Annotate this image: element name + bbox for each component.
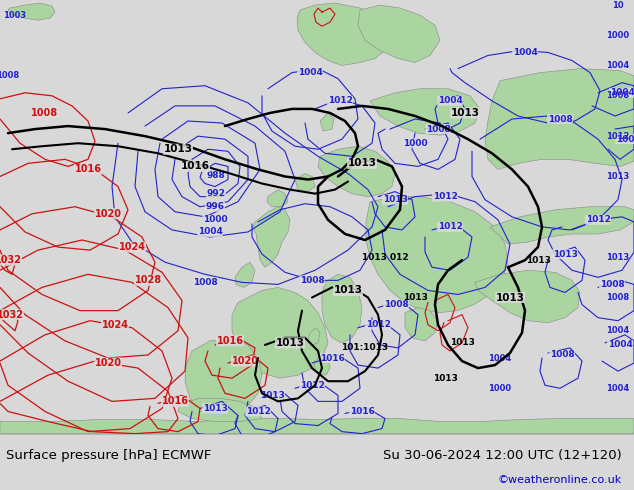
Text: 1000: 1000	[488, 384, 512, 393]
Text: Su 30-06-2024 12:00 UTC (12+120): Su 30-06-2024 12:00 UTC (12+120)	[382, 448, 621, 462]
Text: 1000: 1000	[607, 31, 630, 40]
Text: 1013: 1013	[347, 158, 377, 169]
Polygon shape	[322, 274, 362, 343]
Text: 1013: 1013	[606, 172, 630, 181]
Polygon shape	[370, 89, 480, 135]
Text: 1013: 1013	[496, 293, 524, 302]
Text: 1012: 1012	[299, 381, 325, 390]
Text: 1016: 1016	[216, 336, 243, 346]
Text: 1016: 1016	[162, 396, 188, 406]
Text: 1013: 1013	[526, 256, 550, 265]
Text: 1032: 1032	[0, 255, 22, 265]
Text: 1013: 1013	[276, 338, 304, 348]
Text: 1000: 1000	[203, 215, 228, 224]
Text: 1004: 1004	[297, 68, 323, 77]
Polygon shape	[308, 328, 320, 345]
Text: 1004: 1004	[198, 227, 223, 237]
Text: 1008: 1008	[32, 108, 58, 118]
Text: 1013: 1013	[450, 339, 474, 347]
Text: 1013: 1013	[333, 286, 363, 295]
Text: 1020: 1020	[94, 358, 122, 368]
Text: 1020: 1020	[231, 356, 259, 366]
Polygon shape	[475, 270, 580, 323]
Polygon shape	[366, 196, 508, 313]
Text: 10: 10	[612, 0, 624, 9]
Text: 1012: 1012	[245, 407, 271, 416]
Polygon shape	[314, 355, 330, 375]
Text: 101:1013: 101:1013	[342, 343, 389, 352]
Text: 1004: 1004	[437, 97, 462, 105]
Text: 1004: 1004	[512, 48, 538, 57]
Polygon shape	[485, 69, 634, 170]
Polygon shape	[320, 113, 334, 131]
Text: 1008: 1008	[425, 124, 450, 134]
Text: 1004: 1004	[606, 61, 630, 70]
Text: 1012: 1012	[366, 320, 391, 329]
Text: 1000: 1000	[616, 135, 634, 144]
Text: 1000: 1000	[403, 139, 427, 147]
Text: 1004: 1004	[607, 341, 633, 349]
Polygon shape	[8, 3, 55, 20]
Text: 1016: 1016	[320, 353, 344, 363]
Text: 1008: 1008	[607, 91, 630, 100]
Text: 1004: 1004	[606, 326, 630, 335]
Polygon shape	[267, 190, 288, 207]
Text: 1004: 1004	[606, 384, 630, 393]
Polygon shape	[0, 418, 634, 434]
Polygon shape	[253, 207, 290, 267]
Text: 1013: 1013	[259, 391, 285, 400]
Polygon shape	[358, 5, 440, 63]
Text: 1008: 1008	[384, 300, 408, 309]
Text: 1024: 1024	[119, 242, 145, 252]
Text: 1013 012: 1013 012	[361, 253, 408, 262]
Polygon shape	[490, 207, 634, 244]
Text: 1016: 1016	[181, 161, 209, 172]
Text: 988: 988	[207, 171, 226, 180]
Text: 1024: 1024	[101, 320, 129, 330]
Text: 1016: 1016	[75, 165, 101, 174]
Text: 1008: 1008	[0, 71, 20, 80]
Text: 1013: 1013	[451, 108, 479, 118]
Text: 992: 992	[207, 189, 226, 198]
Text: 1008: 1008	[550, 350, 574, 360]
Polygon shape	[178, 398, 262, 421]
Text: 1013: 1013	[382, 195, 408, 204]
Text: 1003: 1003	[3, 11, 27, 20]
Text: 1012: 1012	[606, 132, 630, 141]
Text: 1008: 1008	[600, 280, 624, 289]
Text: 1012: 1012	[328, 97, 353, 105]
Polygon shape	[235, 262, 255, 288]
Polygon shape	[295, 173, 315, 192]
Text: 1012: 1012	[437, 222, 462, 231]
Text: 1013: 1013	[606, 253, 630, 262]
Text: 1032: 1032	[0, 310, 23, 319]
Text: 1004: 1004	[488, 353, 512, 363]
Text: 1013: 1013	[202, 404, 228, 413]
Polygon shape	[185, 338, 262, 414]
Text: 1012: 1012	[432, 192, 458, 201]
Text: 1012: 1012	[586, 215, 611, 224]
Text: 1008: 1008	[300, 276, 325, 285]
Text: 996: 996	[205, 202, 224, 211]
Text: 1008: 1008	[193, 278, 217, 287]
Text: 1004: 1004	[609, 88, 634, 98]
Text: 1008: 1008	[607, 293, 630, 302]
Text: 1013: 1013	[164, 144, 193, 154]
Text: 1013: 1013	[432, 374, 458, 383]
Text: Surface pressure [hPa] ECMWF: Surface pressure [hPa] ECMWF	[6, 448, 212, 462]
Polygon shape	[297, 3, 395, 66]
Polygon shape	[405, 308, 438, 341]
Text: 1020: 1020	[94, 209, 122, 219]
Text: 1013: 1013	[403, 293, 427, 302]
Text: ©weatheronline.co.uk: ©weatheronline.co.uk	[497, 475, 621, 486]
Text: 1028: 1028	[134, 275, 162, 285]
Text: 1008: 1008	[548, 115, 573, 123]
Text: 1013: 1013	[553, 249, 578, 259]
Polygon shape	[318, 146, 395, 196]
Polygon shape	[232, 288, 328, 378]
Text: 1016: 1016	[349, 407, 375, 416]
